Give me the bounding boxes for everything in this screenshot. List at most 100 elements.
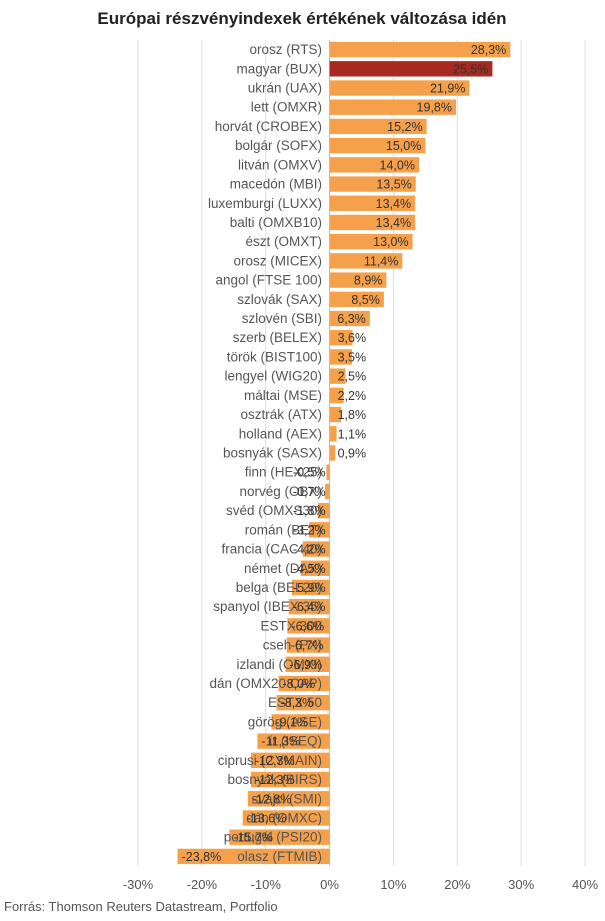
value-label: 2,2% [338, 389, 367, 403]
bar [325, 483, 330, 500]
value-label: -9,1% [275, 715, 308, 729]
bar [251, 752, 330, 769]
category-label: ESTX 300 [260, 618, 322, 633]
value-labels: 28,3% 25,5% 21,9% 19,8% 15,2% 15,0% 14,0% 13,5%… [182, 43, 507, 864]
value-label: -15,7% [233, 831, 273, 845]
bar [278, 675, 330, 692]
category-label: magyar (BUX) [236, 61, 322, 76]
category-label: ciprusi (CYMAIN) [218, 753, 322, 768]
value-label: -13,6% [247, 811, 287, 825]
value-label: -5,9% [293, 581, 326, 595]
bar [329, 310, 370, 327]
value-label: 11,4% [364, 254, 399, 268]
bar [329, 330, 353, 346]
category-label: ír (ISEQ) [269, 734, 322, 749]
value-label: 0,9% [338, 447, 367, 461]
value-label: 14,0% [380, 158, 415, 172]
category-label: olasz (FTMIB) [237, 849, 322, 864]
category-label: ESTX 50 [268, 695, 322, 710]
x-tick-label: 0% [320, 877, 339, 892]
category-label: horvát (CROBEX) [215, 119, 322, 134]
category-label: izlandi (OMXI) [236, 657, 322, 672]
value-label: 1,8% [338, 408, 367, 422]
value-label: -8,0% [282, 677, 315, 691]
category-label: litván (OMXV) [238, 157, 322, 172]
category-label: görög (ASE) [248, 714, 322, 729]
bar [329, 406, 342, 423]
category-label: balti (OMXB10) [230, 215, 322, 230]
value-label: 1,1% [338, 427, 367, 441]
bar [329, 368, 346, 384]
category-label: portugál (PSI20) [224, 830, 322, 845]
x-tick-label: 40% [572, 877, 598, 892]
bar [242, 810, 330, 826]
category-label: ukrán (UAX) [248, 81, 322, 96]
value-label: 15,0% [386, 139, 421, 153]
value-label: -12,3% [255, 773, 295, 787]
category-label: bosnyák (BIRS) [227, 772, 322, 787]
chart-title: Európai részvényindexek értékének változ… [97, 9, 506, 28]
bar [329, 61, 493, 77]
source-note: Forrás: Thomson Reuters Datastream, Port… [4, 899, 278, 914]
x-tick-label: 10% [380, 877, 406, 892]
category-label: szlovén (SBI) [242, 311, 322, 326]
category-label: orosz (MICEX) [233, 253, 322, 268]
bar [309, 522, 330, 538]
x-tick-label: -10% [251, 877, 282, 892]
bar [329, 157, 419, 173]
x-tick-label: 20% [444, 877, 470, 892]
value-label: 3,6% [338, 331, 367, 345]
bar [302, 541, 330, 557]
value-label: 28,3% [471, 43, 506, 57]
bar [329, 387, 344, 404]
category-label: holland (AEX) [239, 426, 322, 441]
bar [329, 118, 427, 135]
value-label: -0,7% [293, 485, 326, 499]
x-axis-ticks: -30% -20% -10% 0% 10% 20% 30% 40% [123, 877, 599, 892]
bar [276, 695, 330, 711]
category-label: macedón (MBI) [230, 177, 322, 192]
bar [329, 349, 352, 365]
category-label: lengyel (WIG20) [224, 369, 322, 384]
value-label: 19,8% [417, 101, 452, 115]
bar [257, 733, 330, 749]
value-label: -6,7% [291, 639, 324, 653]
value-label: -4,2% [293, 543, 326, 557]
category-label: finn (HEX25) [245, 465, 322, 480]
bar [318, 502, 330, 519]
value-label: -6,6% [291, 619, 324, 633]
bar [329, 291, 384, 308]
category-label: luxemburgi (LUXX) [208, 196, 322, 211]
category-label: angol (FTSE 100) [215, 273, 322, 288]
bar [329, 137, 426, 154]
category-label: norvég (OBX) [239, 484, 322, 499]
bars [177, 41, 511, 865]
category-label: osztrák (ATX) [240, 407, 322, 422]
category-label: német (DAX) [244, 561, 322, 576]
value-label: -1,8% [293, 504, 326, 518]
bar [271, 714, 330, 730]
value-label: 21,9% [430, 82, 465, 96]
bar [329, 214, 416, 231]
category-label: dán (OMXC) [246, 810, 322, 825]
value-label: 13,0% [373, 235, 408, 249]
x-tick-label: 30% [508, 877, 534, 892]
category-label: svájci (SMI) [252, 791, 323, 806]
value-label: -3,2% [293, 523, 326, 537]
bar [288, 598, 330, 615]
category-label: lett (OMXR) [251, 100, 322, 115]
value-label: 13,4% [376, 216, 411, 230]
bar [287, 618, 330, 634]
value-label: 13,5% [376, 178, 411, 192]
value-label: -8,3% [281, 696, 314, 710]
category-label: bolgár (SOFX) [235, 138, 322, 153]
value-label: -4,5% [293, 562, 326, 576]
value-label: -6,4% [293, 600, 326, 614]
bar [329, 234, 413, 250]
value-label: 25,5% [453, 62, 488, 76]
bar [247, 791, 330, 807]
value-label: 3,5% [338, 350, 367, 364]
bar [291, 579, 330, 596]
value-label: 8,5% [351, 293, 380, 307]
